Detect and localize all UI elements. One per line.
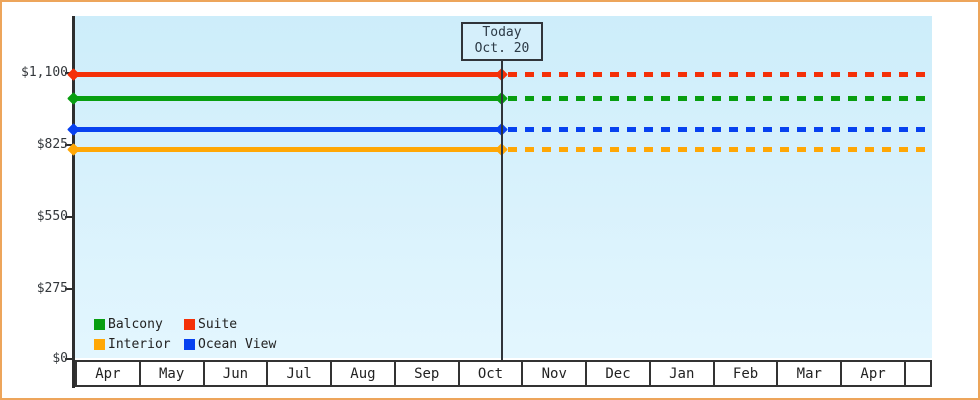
price-line-balcony-solid [74,96,502,101]
price-line-balcony-forecast [508,96,932,101]
x-axis-month-cell: Nov [523,362,588,385]
legend-swatch-suite-icon [184,318,195,330]
x-axis-month-cell: Jan [651,362,715,385]
x-axis-month-cell: Apr [842,362,906,385]
month-label: Feb [732,365,759,382]
x-axis-month-cell: Apr [77,362,141,385]
x-axis-month-cell: Oct [460,362,524,385]
today-annotation: Today Oct. 20 [461,22,543,61]
legend-label-suite: Suite [198,316,238,332]
legend-item-oceanview: Ocean View [184,337,276,352]
y-axis [72,16,75,388]
today-label: Today [482,25,522,40]
legend-label-oceanview: Ocean View [198,336,277,352]
x-axis-month-cell: Aug [332,362,396,385]
today-date: Oct. 20 [474,41,530,56]
price-line-oceanview-forecast [508,127,932,132]
legend-label-balcony: Balcony [108,316,163,332]
legend-item-suite: Suite [184,317,276,332]
month-label: Apr [860,365,886,382]
legend-swatch-interior-icon [94,338,105,350]
y-tick [65,358,72,360]
month-label: Apr [95,365,121,382]
y-axis-label: $0 [52,351,68,366]
y-axis-label: $550 [36,209,68,224]
today-line [501,59,503,360]
legend-swatch-oceanview-icon [184,338,195,350]
x-axis-month-cell: Jun [205,362,269,385]
price-line-interior-solid [74,147,502,152]
month-label: May [159,365,185,382]
x-axis-month-cell: Feb [715,362,779,385]
month-label: Nov [541,365,567,382]
month-label: Sep [414,365,440,382]
x-axis-month-cell: May [141,362,205,385]
month-label: Dec [605,365,631,382]
y-tick [65,144,72,146]
x-axis-month-cell-empty [906,362,930,385]
y-tick [65,216,72,218]
legend-swatch-balcony-icon [94,318,105,330]
legend-label-interior: Interior [108,336,171,352]
x-axis-month-cell: Dec [587,362,651,385]
y-axis-label: $275 [36,281,68,296]
price-line-interior-forecast [508,147,932,152]
x-axis-month-cell: Mar [778,362,843,385]
price-line-suite-solid [74,72,502,77]
y-axis-label: $825 [36,137,68,152]
y-axis-label: $1,100 [21,65,68,80]
y-tick [65,288,72,290]
month-label: Jan [669,365,695,382]
price-line-oceanview-solid [74,127,502,132]
month-label: Oct [477,365,504,382]
month-label: Jul [286,365,312,382]
legend-item-interior: Interior [94,337,184,352]
legend: Balcony Suite Interior Ocean View [94,314,276,354]
legend-item-balcony: Balcony [94,317,184,332]
month-label: Mar [796,365,822,382]
month-label: Aug [350,365,376,382]
x-axis-month-cell: Jul [268,362,333,385]
price-line-suite-forecast [508,72,932,77]
plot-area [74,16,932,358]
x-axis-month-cell: Sep [396,362,460,385]
x-axis-month-row: Apr May Jun Jul Aug Sep Oct Nov Dec Jan … [75,360,932,387]
month-label: Jun [222,365,249,382]
